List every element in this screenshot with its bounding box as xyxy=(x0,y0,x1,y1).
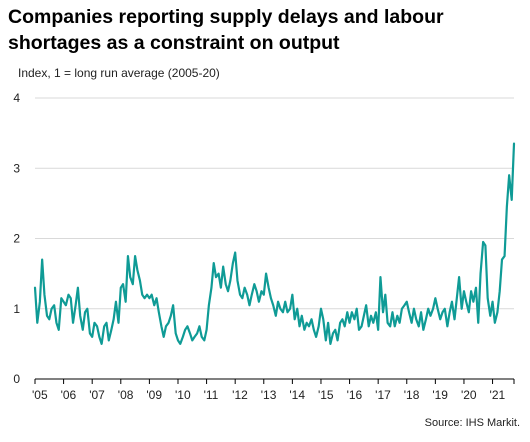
x-tick-label: '09 xyxy=(146,388,162,402)
x-tick-label: '15 xyxy=(318,388,334,402)
y-tick-label: 1 xyxy=(13,302,20,316)
y-axis: 0 1 2 3 4 xyxy=(13,91,20,386)
x-tick-label: '17 xyxy=(375,388,391,402)
x-tick-label: '08 xyxy=(118,388,134,402)
x-tick-label: '19 xyxy=(432,388,448,402)
x-tick-label: '20 xyxy=(461,388,477,402)
y-tick-label: 2 xyxy=(13,232,20,246)
x-tick-label: '18 xyxy=(404,388,420,402)
x-tick-label: '16 xyxy=(347,388,363,402)
y-tick-label: 0 xyxy=(13,372,20,386)
x-tick-label: '05 xyxy=(32,388,48,402)
y-tick-label: 3 xyxy=(13,161,20,175)
source-note: Source: IHS Markit. xyxy=(424,417,520,429)
x-tick-label: '07 xyxy=(89,388,105,402)
gridlines xyxy=(35,97,514,310)
chart-subtitle: Index, 1 = long run average (2005-20) xyxy=(18,66,220,80)
x-tick-label: '10 xyxy=(175,388,191,402)
x-tick-label: '21 xyxy=(490,388,506,402)
x-tick-label: '11 xyxy=(204,388,219,402)
x-tick-label: '14 xyxy=(289,388,305,402)
y-tick-label: 4 xyxy=(13,91,20,105)
x-tick-label: '06 xyxy=(61,388,77,402)
x-tick-label: '12 xyxy=(232,388,248,402)
series-line xyxy=(33,142,516,345)
x-tick-label: '13 xyxy=(261,388,277,402)
chart-title: Companies reporting supply delays and la… xyxy=(8,6,444,54)
x-axis: '05 '06 '07 '08 '09 '10 '11 '12 '13 '14 '15 '16 '17 '… xyxy=(32,378,515,402)
